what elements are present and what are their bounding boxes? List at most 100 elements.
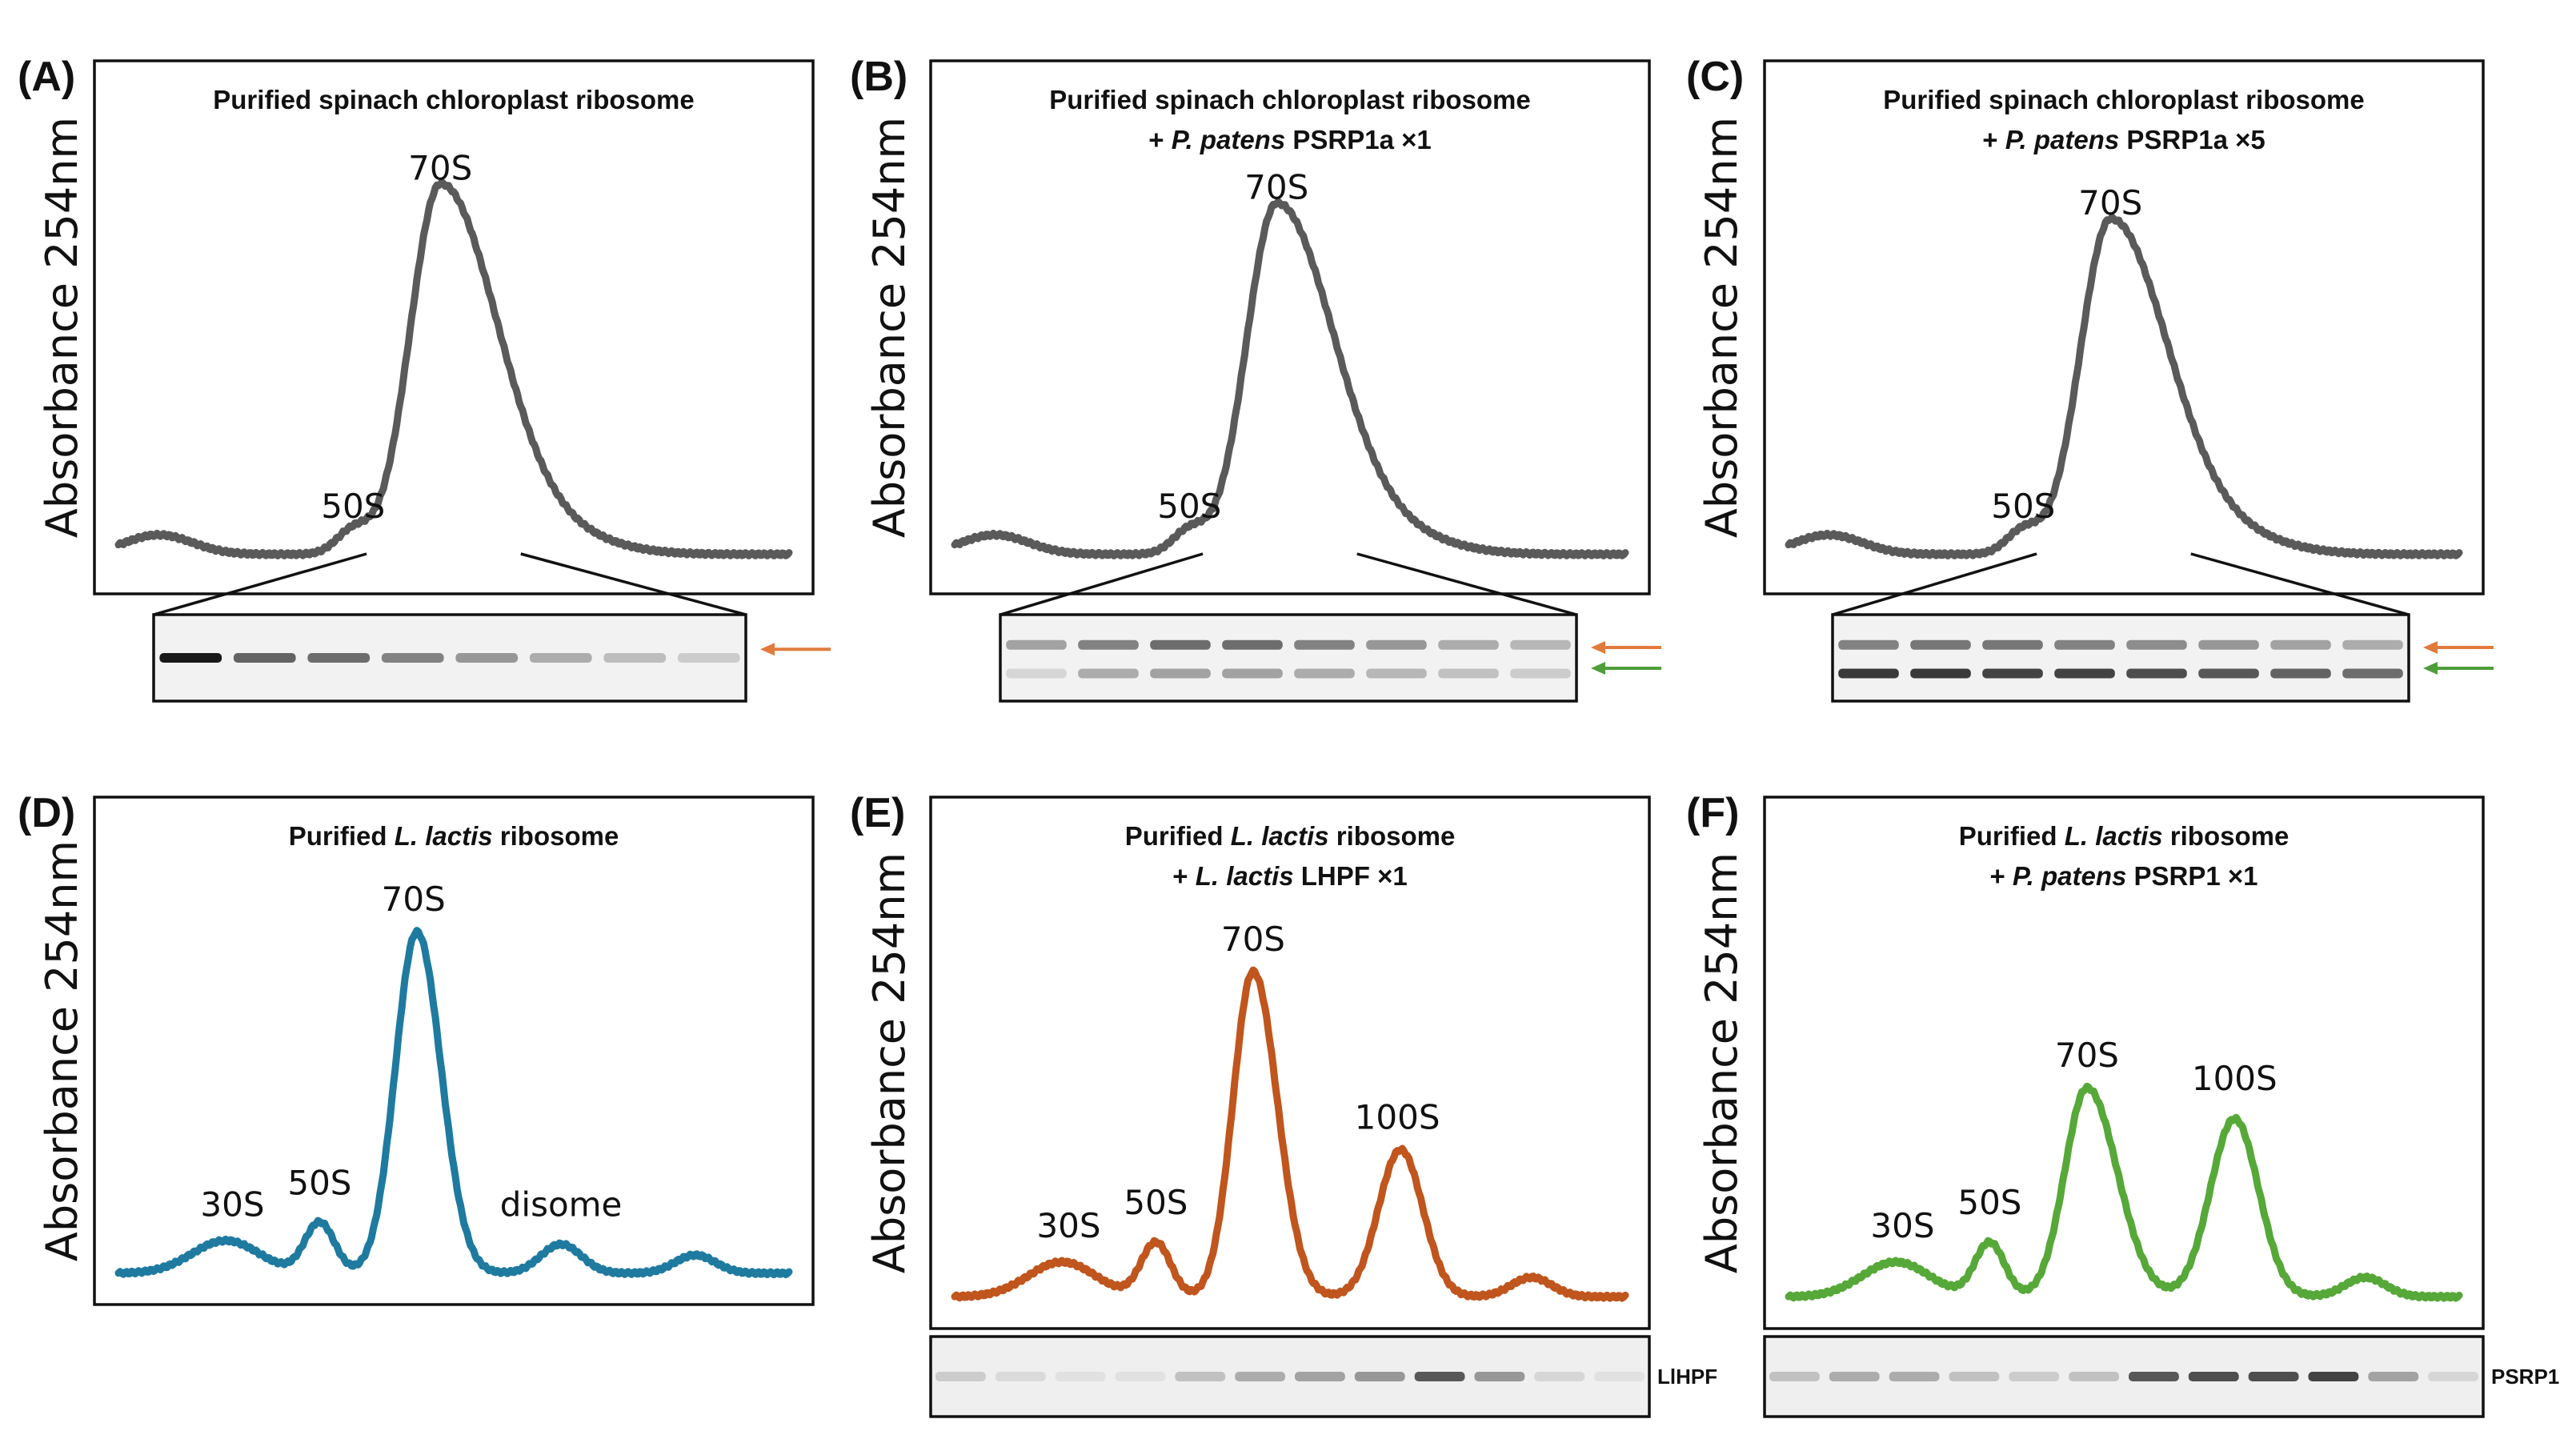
panel-title-line: + P. patens PSRP1a ×5 (1982, 125, 2265, 154)
blot-band (1510, 668, 1571, 679)
arrowhead-icon (2423, 661, 2438, 675)
blot-band (455, 653, 519, 663)
panel-c: (C) Purified spinach chloroplast ribosome… (1686, 54, 2494, 703)
panel-title-line: + L. lactis LHPF ×1 (1172, 861, 1407, 891)
blot-frame (999, 613, 1578, 703)
peak-label-50s: 50S (287, 1163, 351, 1202)
blot-band (1474, 1372, 1525, 1381)
blot-band (2368, 1372, 2419, 1381)
blot-band (1829, 1372, 1880, 1381)
panel-letter: (F) (1686, 790, 1739, 836)
y-axis-label: Absorbance 254nm (37, 840, 87, 1261)
blot-band (2198, 639, 2259, 650)
blot-band (1414, 1372, 1465, 1381)
blot-band (1910, 639, 1971, 650)
panel-letter: (A) (18, 54, 75, 100)
western-blot: PSRP1 (1763, 1335, 2559, 1418)
blot-label: PSRP1 (2491, 1365, 2559, 1389)
blot-band (529, 653, 592, 663)
western-blot: LlHPF (929, 1335, 1717, 1418)
blot-band (995, 1372, 1046, 1381)
plot-frame (93, 796, 815, 1306)
blot-band (1055, 1372, 1106, 1381)
blot-band (1949, 1372, 2000, 1381)
zoom-line (2190, 552, 2410, 616)
western-blot (999, 552, 1661, 703)
blot-band (2428, 1372, 2479, 1381)
panel-letter: (C) (1686, 54, 1744, 100)
blot-band (1534, 1372, 1585, 1381)
blot-band (2188, 1372, 2239, 1381)
panel-b: (B) Purified spinach chloroplast ribosome… (850, 54, 1661, 703)
plot-frame (1763, 59, 2485, 595)
blot-band (1354, 1372, 1405, 1381)
peak-label-70s: 70S (1221, 920, 1285, 959)
arrowhead-icon (2423, 641, 2438, 655)
blot-band (1222, 639, 1283, 650)
blot-band (2342, 639, 2403, 650)
peak-label-70s: 70S (1244, 168, 1308, 207)
panel-title-line: Purified L. lactis ribosome (1125, 821, 1456, 851)
arrowhead-icon (760, 643, 775, 656)
panel-e: (E) Purified L. lactis ribosome + L. lacti… (850, 790, 1717, 1418)
blot-band (233, 653, 296, 663)
zoom-line (520, 552, 747, 616)
blot-band (2054, 668, 2115, 679)
absorbance-trace (114, 927, 793, 1279)
zoom-line (1356, 552, 1577, 616)
blot-band (1910, 668, 1971, 679)
plot-frame (1763, 796, 2485, 1330)
blot-band (1510, 639, 1571, 650)
blot-band (307, 653, 371, 663)
blot-band (2308, 1372, 2359, 1381)
blot-band (1222, 668, 1283, 679)
peak-label-30s: 30S (1036, 1206, 1100, 1245)
blot-band (1078, 668, 1139, 679)
panel-title-line: Purified L. lactis ribosome (1959, 821, 2290, 851)
blot-band (1006, 639, 1067, 650)
panel-title-line: + P. patens PSRP1a ×1 (1148, 125, 1431, 154)
peak-label-100s: 100S (1355, 1097, 1440, 1136)
peak-label-70s: 70S (2055, 1036, 2119, 1075)
peak-label-50s: 50S (1957, 1183, 2021, 1222)
y-axis-label: Absorbance 254nm (864, 852, 915, 1273)
western-blot (152, 552, 831, 703)
peak-label-30s: 30S (200, 1185, 264, 1225)
blot-band (1175, 1372, 1226, 1381)
arrowhead-icon (1591, 641, 1605, 655)
peak-label-70s: 70S (2078, 183, 2142, 222)
panel-title-line: Purified spinach chloroplast ribosome (1883, 85, 2364, 114)
blot-band (1982, 668, 2043, 679)
panel-title-line: + P. patens PSRP1 ×1 (1989, 861, 2258, 891)
blot-band (935, 1372, 986, 1381)
peak-label-disome: disome (500, 1185, 623, 1225)
blot-band (1838, 668, 1899, 679)
blot-band (1438, 668, 1499, 679)
y-axis-label: Absorbance 254nm (864, 117, 915, 538)
blot-band (1294, 639, 1355, 650)
blot-band (1366, 639, 1427, 650)
blot-band (2248, 1372, 2299, 1381)
panel-f: (F) Purified L. lactis ribosome + P. paten… (1686, 790, 2559, 1418)
blot-band (2054, 639, 2115, 650)
plot-frame (93, 59, 815, 595)
panel-letter: (B) (850, 54, 907, 100)
peak-label-50s: 50S (321, 487, 385, 526)
peak-label-50s: 50S (1157, 487, 1221, 526)
panel-d: (D) Purified L. lactis ribosome Absorbance… (18, 790, 815, 1306)
absorbance-trace (1785, 1082, 2463, 1302)
peak-label-50s: 50S (1124, 1183, 1188, 1222)
blot-band (2198, 668, 2259, 679)
blot-band (1150, 668, 1211, 679)
blot-band (2270, 668, 2331, 679)
y-axis-label: Absorbance 254nm (37, 117, 87, 538)
blot-band (1366, 668, 1427, 679)
panel-title-line: Purified spinach chloroplast ribosome (1049, 85, 1530, 114)
y-axis-label: Absorbance 254nm (1697, 852, 1747, 1273)
blot-band (1235, 1372, 1286, 1381)
blot-band (603, 653, 667, 663)
peak-label-100s: 100S (2192, 1059, 2278, 1098)
blot-band (1438, 639, 1499, 650)
panel-letter: (E) (850, 790, 905, 836)
